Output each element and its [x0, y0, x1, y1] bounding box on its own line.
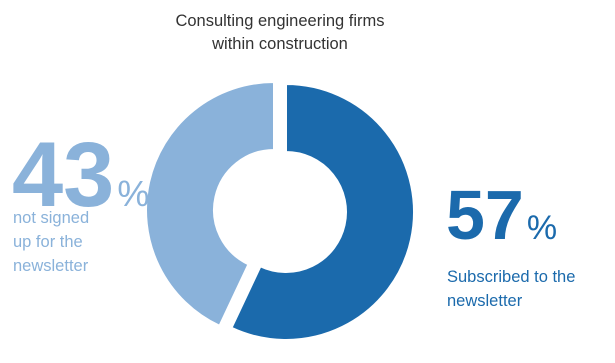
slice-subscribed — [230, 82, 415, 341]
slice-value-label-subscribed: 57% — [446, 180, 615, 250]
description-line: up for the — [13, 233, 83, 251]
value-number: 43 — [12, 124, 115, 226]
chart-title-line-2: within construction — [212, 35, 348, 53]
description-line: newsletter — [447, 292, 523, 310]
chart-title-line-1: Consulting engineering firms — [175, 12, 385, 30]
slice-description-subscribed: Subscribed to the newsletter — [447, 265, 615, 313]
description-line: newsletter — [13, 257, 89, 275]
slice-not-subscribed — [145, 80, 275, 328]
chart-title: Consulting engineering firms within cons… — [110, 10, 450, 56]
slice-description-not-subscribed: not signed up for the newsletter — [13, 206, 133, 278]
description-line: not signed — [13, 209, 90, 227]
percent-sign: % — [117, 173, 150, 214]
value-number: 57 — [446, 176, 524, 254]
description-line: Subscribed to the — [447, 268, 576, 286]
slice-value-label-not-subscribed: 43% — [12, 129, 152, 221]
percent-sign: % — [526, 209, 558, 247]
